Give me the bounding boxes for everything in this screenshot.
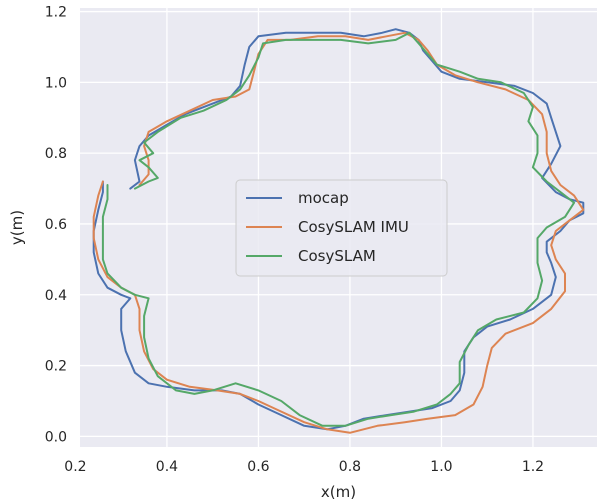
y-tick-label: 0.8	[45, 146, 67, 162]
legend-label: mocap	[298, 189, 349, 207]
x-tick-label: 1.2	[522, 459, 544, 475]
y-tick-label: 0.4	[45, 288, 67, 304]
legend-label: CosySLAM	[298, 247, 376, 265]
x-axis-label: x(m)	[321, 483, 356, 501]
y-axis-label: y(m)	[8, 210, 26, 245]
y-tick-label: 1.2	[45, 5, 67, 21]
series-layer	[92, 28, 585, 434]
x-tick-label: 0.8	[339, 459, 361, 475]
x-tick-label: 0.2	[64, 459, 86, 475]
x-axis-ticks: 0.2 0.4 0.6 0.8 1.0 1.2	[64, 459, 544, 475]
y-tick-label: 0.6	[45, 217, 67, 233]
series-line-2	[101, 31, 576, 427]
series-line-1	[92, 31, 585, 434]
legend-box	[235, 179, 448, 277]
y-tick-label: 1.0	[45, 75, 67, 91]
x-tick-label: 0.4	[156, 459, 178, 475]
y-tick-label: 0.0	[45, 429, 67, 445]
x-tick-label: 0.6	[247, 459, 269, 475]
y-tick-label: 0.2	[45, 359, 67, 375]
x-tick-label: 1.0	[430, 459, 452, 475]
y-axis-ticks: 0.0 0.2 0.4 0.6 0.8 1.0 1.2	[45, 5, 67, 446]
legend: mocap CosySLAM IMU CosySLAM	[235, 179, 448, 277]
legend-label: CosySLAM IMU	[298, 218, 409, 236]
